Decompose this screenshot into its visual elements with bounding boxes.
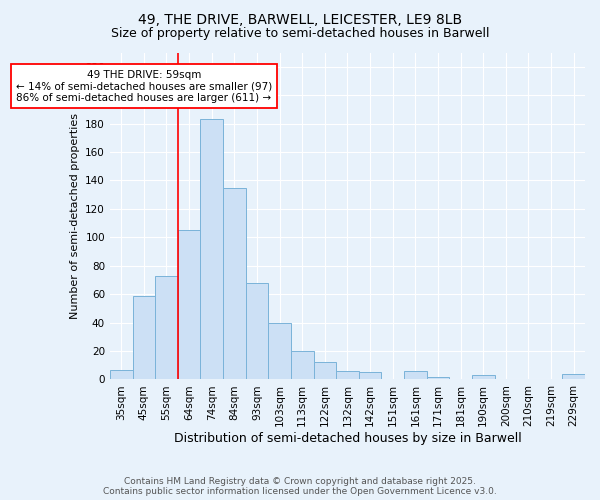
Bar <box>133 296 155 380</box>
Text: 49, THE DRIVE, BARWELL, LEICESTER, LE9 8LB: 49, THE DRIVE, BARWELL, LEICESTER, LE9 8… <box>138 12 462 26</box>
Bar <box>427 376 449 380</box>
Bar <box>178 230 200 380</box>
Text: Size of property relative to semi-detached houses in Barwell: Size of property relative to semi-detach… <box>111 28 489 40</box>
Text: 49 THE DRIVE: 59sqm
← 14% of semi-detached houses are smaller (97)
86% of semi-d: 49 THE DRIVE: 59sqm ← 14% of semi-detach… <box>16 70 272 103</box>
X-axis label: Distribution of semi-detached houses by size in Barwell: Distribution of semi-detached houses by … <box>173 432 521 445</box>
Bar <box>314 362 336 380</box>
Text: Contains HM Land Registry data © Crown copyright and database right 2025.: Contains HM Land Registry data © Crown c… <box>124 477 476 486</box>
Y-axis label: Number of semi-detached properties: Number of semi-detached properties <box>70 113 80 319</box>
Bar <box>291 351 314 380</box>
Bar <box>359 372 382 380</box>
Bar <box>562 374 585 380</box>
Bar <box>155 276 178 380</box>
Bar <box>404 371 427 380</box>
Bar <box>472 375 494 380</box>
Bar <box>110 370 133 380</box>
Bar <box>336 371 359 380</box>
Text: Contains public sector information licensed under the Open Government Licence v3: Contains public sector information licen… <box>103 487 497 496</box>
Bar <box>268 322 291 380</box>
Bar <box>200 120 223 380</box>
Bar <box>245 283 268 380</box>
Bar <box>223 188 245 380</box>
